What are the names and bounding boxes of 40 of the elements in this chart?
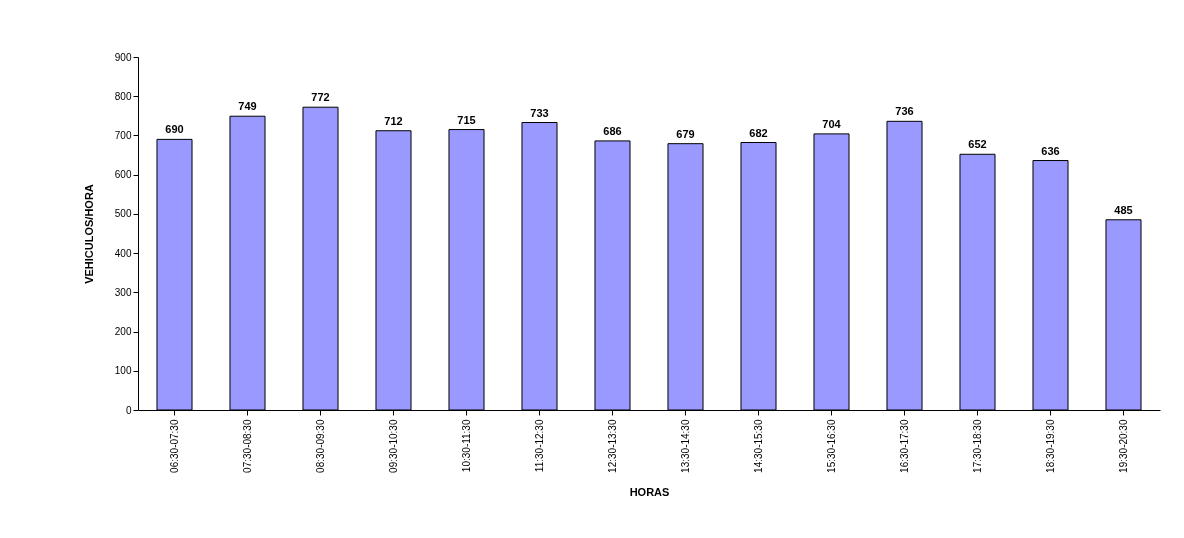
x-tick-label: 10:30-11:30 <box>460 419 472 473</box>
data-label: 715 <box>457 113 476 126</box>
y-tick-label: 600 <box>114 169 132 181</box>
y-tick-label: 200 <box>114 326 132 338</box>
x-tick-label: 16:30-17:30 <box>898 419 910 473</box>
data-label: 772 <box>311 91 330 104</box>
y-tick-label: 300 <box>114 286 132 298</box>
x-tick-label: 13:30-14:30 <box>679 419 691 473</box>
data-label: 652 <box>968 138 987 151</box>
data-label: 686 <box>603 124 622 137</box>
y-tick-label: 400 <box>114 247 132 259</box>
x-tick-label: 06:30-07:30 <box>168 419 180 473</box>
data-label: 690 <box>165 123 184 136</box>
x-tick-label: 14:30-15:30 <box>752 419 764 473</box>
y-tick-label: 0 <box>125 404 132 416</box>
x-tick-label: 08:30-09:30 <box>314 419 326 473</box>
data-label: 736 <box>895 105 914 118</box>
x-tick-label: 19:30-20:30 <box>1117 419 1129 473</box>
y-axis-title: VEHICULOS/HORA <box>82 184 95 284</box>
data-label: 679 <box>676 127 695 140</box>
x-tick-label: 12:30-13:30 <box>606 419 618 473</box>
x-tick-label: 15:30-16:30 <box>825 419 837 473</box>
x-axis-title: HORAS <box>629 485 670 498</box>
y-tick-label: 700 <box>114 129 132 141</box>
x-tick-label: 18:30-19:30 <box>1044 419 1056 473</box>
data-label: 749 <box>238 100 257 113</box>
y-tick-label: 100 <box>114 365 132 377</box>
x-tick-label: 09:30-10:30 <box>387 419 399 473</box>
x-tick-label: 07:30-08:30 <box>241 419 253 473</box>
y-tick-label: 900 <box>114 51 132 63</box>
x-tick-label: 11:30-12:30 <box>533 419 545 473</box>
data-label: 733 <box>530 106 549 119</box>
y-tick-label: 800 <box>114 90 132 102</box>
data-label: 712 <box>384 114 403 127</box>
x-tick-label: 17:30-18:30 <box>971 419 983 473</box>
y-tick-label: 500 <box>114 208 132 220</box>
data-label: 704 <box>822 117 842 130</box>
data-label: 485 <box>1114 203 1133 216</box>
data-label: 682 <box>749 126 768 139</box>
data-label: 636 <box>1041 144 1060 157</box>
